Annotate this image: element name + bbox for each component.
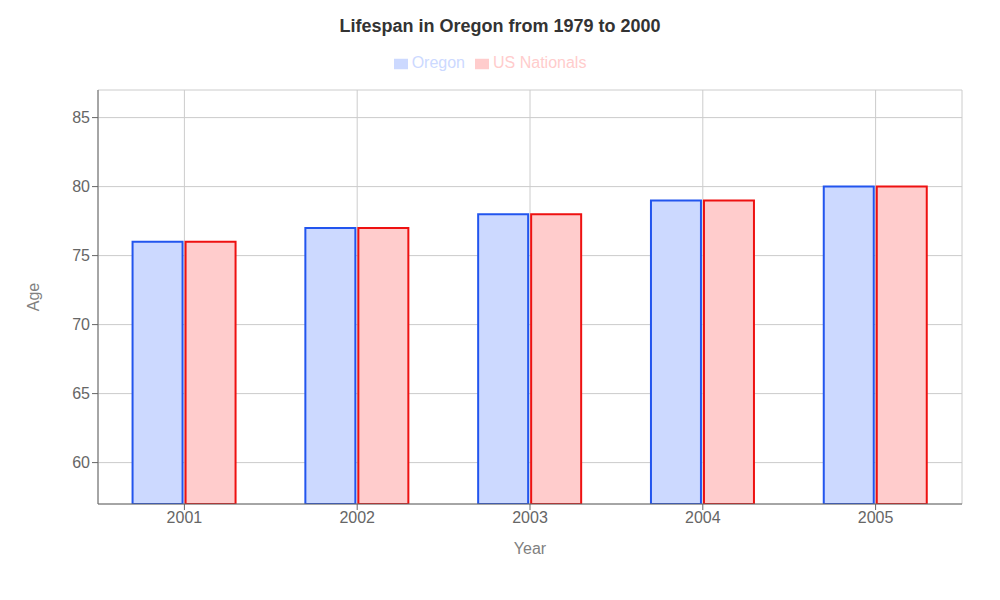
html-text:US Nationals: US Nationals — [493, 54, 587, 71]
svg-text:2004: 2004 — [685, 509, 721, 526]
html-text:Oregon: Oregon — [411, 54, 465, 71]
svg-text:Age: Age — [25, 283, 42, 312]
svg-text:80: 80 — [72, 178, 90, 195]
svg-text:2003: 2003 — [512, 509, 548, 526]
svg-text:2005: 2005 — [858, 509, 894, 526]
svg-text:75: 75 — [72, 247, 90, 264]
svg-text:2001: 2001 — [167, 509, 203, 526]
svg-text:70: 70 — [72, 316, 90, 333]
html-text:Lifespan in Oregon from 1979 t: Lifespan in Oregon from 1979 to 2000 — [339, 16, 661, 36]
svg-text:Year: Year — [514, 540, 547, 557]
svg-text:60: 60 — [72, 454, 90, 471]
svg-text:85: 85 — [72, 109, 90, 126]
svg-text:2002: 2002 — [339, 509, 375, 526]
svg-text:65: 65 — [72, 385, 90, 402]
